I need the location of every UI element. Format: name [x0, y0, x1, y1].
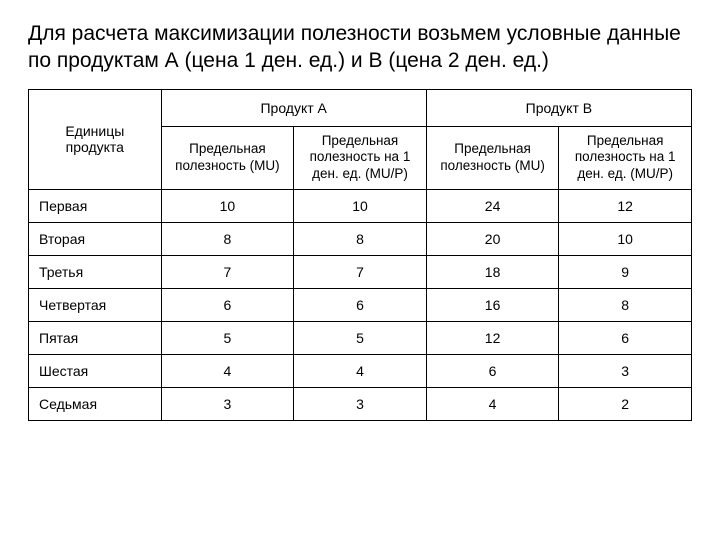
row-label: Пятая: [29, 322, 162, 355]
cell-b-mu: 4: [426, 388, 559, 421]
header-a-mu: Предельная полезность (MU): [161, 126, 294, 190]
cell-a-mup: 8: [294, 223, 427, 256]
cell-a-mup: 4: [294, 355, 427, 388]
table-row: Шестая 4 4 6 3: [29, 355, 692, 388]
header-product-a: Продукт А: [161, 89, 426, 126]
utility-table: Единицы продукта Продукт А Продукт В Пре…: [28, 89, 692, 422]
cell-b-mup: 2: [559, 388, 692, 421]
row-label: Четвертая: [29, 289, 162, 322]
cell-a-mu: 10: [161, 190, 294, 223]
row-label: Третья: [29, 256, 162, 289]
header-product-b: Продукт В: [426, 89, 691, 126]
cell-b-mup: 9: [559, 256, 692, 289]
header-row-1: Единицы продукта Продукт А Продукт В: [29, 89, 692, 126]
cell-a-mu: 6: [161, 289, 294, 322]
cell-a-mu: 8: [161, 223, 294, 256]
row-label: Вторая: [29, 223, 162, 256]
header-units: Единицы продукта: [29, 89, 162, 190]
cell-b-mup: 3: [559, 355, 692, 388]
row-label: Седьмая: [29, 388, 162, 421]
cell-b-mu: 20: [426, 223, 559, 256]
table-row: Третья 7 7 18 9: [29, 256, 692, 289]
cell-a-mup: 7: [294, 256, 427, 289]
page-title: Для расчета максимизации полезности возь…: [28, 20, 692, 75]
cell-a-mup: 10: [294, 190, 427, 223]
table-row: Первая 10 10 24 12: [29, 190, 692, 223]
table-row: Седьмая 3 3 4 2: [29, 388, 692, 421]
cell-b-mu: 16: [426, 289, 559, 322]
cell-b-mup: 6: [559, 322, 692, 355]
cell-a-mup: 5: [294, 322, 427, 355]
cell-a-mu: 5: [161, 322, 294, 355]
cell-a-mu: 4: [161, 355, 294, 388]
table-row: Вторая 8 8 20 10: [29, 223, 692, 256]
cell-b-mup: 8: [559, 289, 692, 322]
cell-a-mup: 3: [294, 388, 427, 421]
cell-b-mu: 12: [426, 322, 559, 355]
table-row: Четвертая 6 6 16 8: [29, 289, 692, 322]
cell-a-mu: 7: [161, 256, 294, 289]
cell-b-mu: 24: [426, 190, 559, 223]
row-label: Первая: [29, 190, 162, 223]
cell-b-mu: 18: [426, 256, 559, 289]
cell-b-mu: 6: [426, 355, 559, 388]
header-a-mup: Предельная полезность на 1 ден. ед. (MU/…: [294, 126, 427, 190]
header-b-mup: Предельная полезность на 1 ден. ед. (MU/…: [559, 126, 692, 190]
row-label: Шестая: [29, 355, 162, 388]
cell-b-mup: 10: [559, 223, 692, 256]
table-row: Пятая 5 5 12 6: [29, 322, 692, 355]
table-body: Первая 10 10 24 12 Вторая 8 8 20 10 Трет…: [29, 190, 692, 421]
cell-a-mup: 6: [294, 289, 427, 322]
cell-a-mu: 3: [161, 388, 294, 421]
header-b-mu: Предельная полезность (MU): [426, 126, 559, 190]
cell-b-mup: 12: [559, 190, 692, 223]
